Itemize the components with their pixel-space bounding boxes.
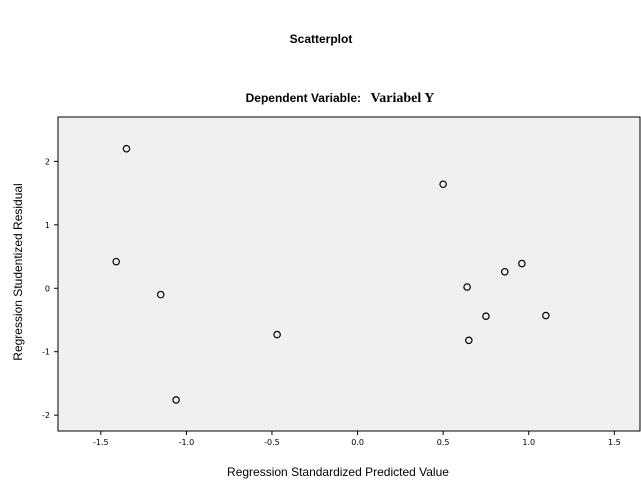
y-tick-label: 1: [45, 221, 50, 230]
chart-title: Scatterplot: [290, 32, 353, 46]
data-point: [465, 336, 473, 345]
y-tick-label: -2: [42, 411, 50, 420]
x-tick-label: -1.5: [93, 438, 109, 447]
data-point: [156, 290, 165, 299]
data-point: [112, 257, 121, 266]
y-tick-label: 2: [45, 157, 50, 166]
x-tick-label: -0.5: [264, 438, 280, 447]
y-tick-label: -1: [42, 348, 50, 357]
data-point: [273, 330, 281, 339]
subtitle-prefix: Dependent Variable:: [246, 91, 361, 105]
y-axis-ticks: -2 -1 0 1 2: [42, 157, 58, 420]
data-point: [463, 283, 471, 291]
x-axis-label: Regression Standardized Predicted Value: [227, 465, 449, 479]
x-tick-label: 0.0: [351, 438, 364, 447]
data-points: [112, 144, 550, 404]
data-point: [500, 267, 509, 276]
subtitle-variable: Variabel Y: [370, 91, 434, 106]
data-point: [122, 144, 131, 153]
data-point: [482, 312, 490, 320]
data-point: [439, 180, 447, 189]
plot-area: [57, 116, 641, 432]
y-tick-label: 0: [45, 284, 50, 293]
x-axis-ticks: -1.5 -1.0 -0.5 0.0 0.5 1.0 1.5: [93, 431, 621, 447]
x-tick-label: 1.5: [608, 438, 621, 447]
x-tick-label: 0.5: [437, 438, 450, 447]
data-point: [172, 396, 180, 404]
data-point: [518, 259, 526, 268]
x-tick-label: -1.0: [179, 438, 195, 447]
y-axis-label: Regression Studentized Residual: [11, 183, 25, 360]
x-tick-label: 1.0: [522, 438, 535, 447]
chart-subtitle: Dependent Variable: Variabel Y: [246, 89, 435, 106]
data-point: [542, 311, 550, 320]
